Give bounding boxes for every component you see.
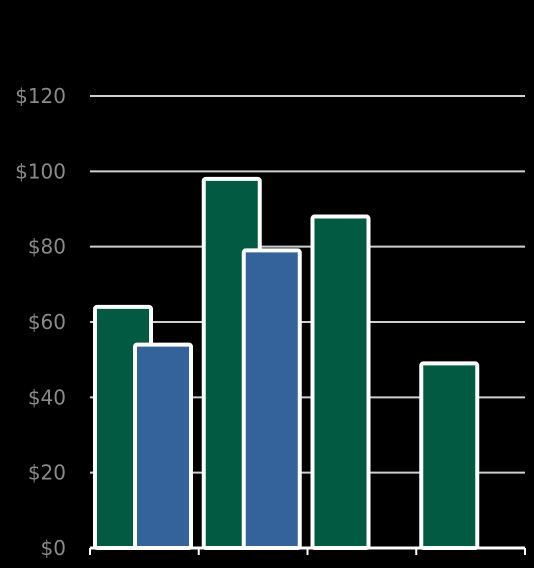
bar <box>241 248 302 551</box>
bar <box>310 214 371 551</box>
bar <box>419 361 480 550</box>
y-tick-label: $100 <box>15 159 66 183</box>
y-tick-label: $80 <box>28 235 66 259</box>
bars <box>93 176 480 551</box>
y-tick-label: $0 <box>41 536 66 560</box>
y-tick-label: $60 <box>28 310 66 334</box>
bar <box>133 342 193 550</box>
x-axis <box>89 546 526 555</box>
y-tick-label: $20 <box>28 461 66 485</box>
y-axis-ticks: $0 $20 $40 $60 $80 $100 $120 <box>15 84 66 560</box>
y-tick-label: $40 <box>28 385 66 409</box>
y-tick-label: $120 <box>15 84 66 108</box>
